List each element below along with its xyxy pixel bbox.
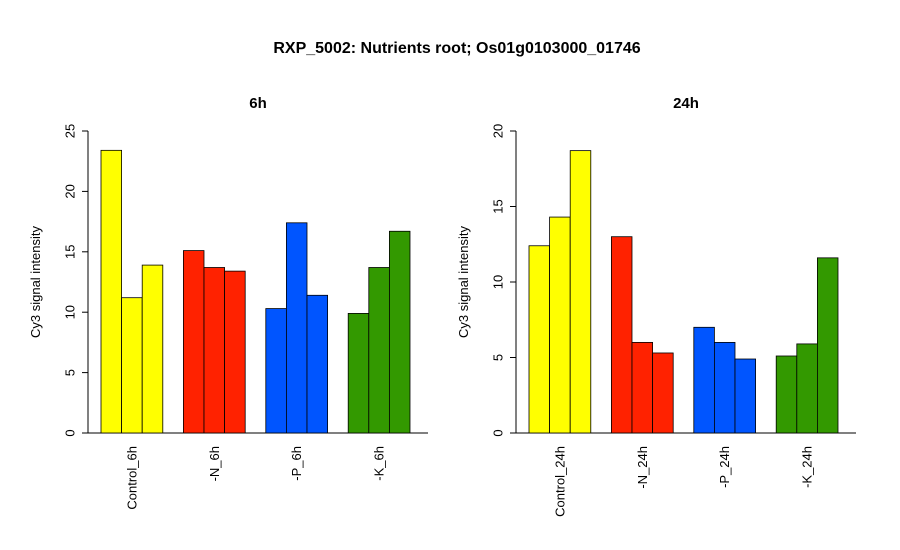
x-category-label: Control_6h	[124, 446, 139, 510]
bar	[652, 352, 674, 434]
bar	[121, 297, 143, 434]
bar	[549, 216, 571, 434]
y-tick-label: 15	[491, 199, 506, 213]
y-tick-label: 20	[491, 124, 506, 138]
panel-title: 6h	[249, 95, 267, 112]
bar	[224, 270, 246, 434]
y-tick-label: 25	[63, 124, 78, 138]
bar	[265, 308, 287, 434]
y-tick-label: 20	[63, 184, 78, 198]
y-tick-label: 10	[63, 305, 78, 319]
x-category-label: Control_24h	[552, 446, 567, 517]
bar	[285, 222, 308, 434]
bar	[182, 250, 205, 434]
main-title: RXP_5002: Nutrients root; Os01g0103000_0…	[273, 40, 640, 57]
y-tick-label: 15	[63, 245, 78, 259]
bar	[306, 294, 329, 434]
x-category-label: -K_6h	[372, 446, 387, 481]
bar	[631, 341, 654, 434]
panel-24h: 24h Cy3 signal intensity 0 5 10 15 20 Control_2…	[456, 95, 856, 517]
bar	[714, 341, 736, 434]
y-tick-label: 5	[491, 354, 506, 361]
y-tick-label: 0	[63, 429, 78, 436]
y-tick-label: 0	[491, 429, 506, 436]
bar	[693, 326, 715, 434]
panel-6h: 6h Cy3 signal intensity 0 5 10 15 20 25 Control_…	[28, 95, 428, 510]
bar	[388, 230, 411, 434]
bar	[611, 236, 633, 434]
bar	[528, 245, 551, 434]
y-tick-label: 5	[63, 369, 78, 376]
bar	[569, 150, 592, 434]
bar	[347, 313, 370, 434]
bar	[368, 267, 390, 434]
y-axis-label: Cy3 signal intensity	[456, 226, 471, 338]
bar	[775, 355, 798, 434]
bar	[100, 149, 123, 434]
bar	[734, 358, 757, 434]
bar	[141, 264, 164, 434]
panel-title: 24h	[673, 95, 699, 112]
bar	[817, 257, 839, 434]
x-category-label: -P_6h	[289, 446, 304, 481]
y-axis-label: Cy3 signal intensity	[28, 226, 43, 338]
bar	[203, 267, 226, 434]
x-category-label: -N_24h	[635, 446, 650, 489]
x-category-label: -N_6h	[207, 446, 222, 481]
x-category-label: -P_24h	[717, 446, 732, 488]
x-category-label: -K_24h	[800, 446, 815, 488]
bar	[796, 343, 818, 434]
y-tick-label: 10	[491, 275, 506, 289]
